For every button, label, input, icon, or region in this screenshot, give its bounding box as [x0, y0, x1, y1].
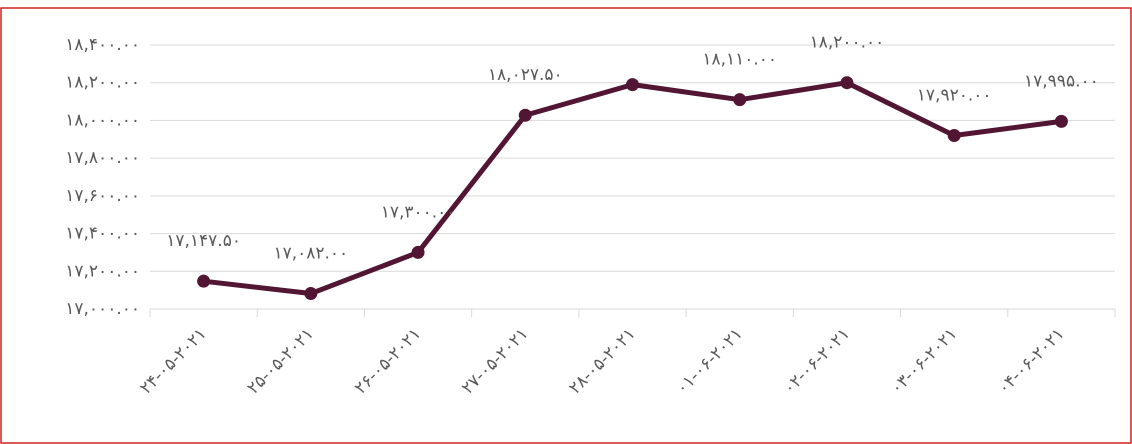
data-label: ۱۷,۱۴۷.۵۰ [166, 231, 241, 251]
y-tick-label: ۱۸,۰۰۰.۰۰ [65, 110, 140, 130]
data-label: ۱۸,۰۲۷.۵۰ [488, 65, 563, 85]
y-tick-label: ۱۸,۲۰۰.۰۰ [65, 73, 140, 93]
data-label: ۱۷,۰۸۲.۰۰ [273, 244, 348, 264]
y-tick-label: ۱۷,۸۰۰.۰۰ [65, 148, 140, 168]
data-point [626, 78, 639, 92]
data-point [411, 245, 425, 259]
data-point [947, 129, 961, 143]
data-label: ۱۷,۹۹۵.۰۰ [1024, 71, 1099, 91]
data-label: ۱۸,۲۰۰.۰۰ [810, 33, 885, 53]
data-point [1054, 114, 1068, 128]
y-tick-label: ۱۷,۲۰۰.۰۰ [65, 261, 140, 281]
data-point [518, 108, 532, 122]
data-point [304, 287, 318, 301]
data-label: ۱۷,۹۲۰.۰۰ [917, 86, 992, 106]
y-tick-label: ۱۷,۴۰۰.۰۰ [65, 224, 140, 244]
y-tick-label: ۱۷,۰۰۰.۰۰ [65, 299, 140, 319]
data-label: ۱۸,۱۱۰.۰۰ [702, 50, 777, 70]
data-point [733, 93, 747, 107]
data-point [197, 274, 211, 288]
data-label: ۱۷,۳۰۰.۰۰ [381, 202, 456, 222]
y-tick-label: ۱۷,۶۰۰.۰۰ [65, 186, 140, 206]
y-tick-label: ۱۸,۴۰۰.۰۰ [65, 35, 140, 55]
chart-frame [0, 7, 1132, 444]
data-point [840, 76, 854, 90]
